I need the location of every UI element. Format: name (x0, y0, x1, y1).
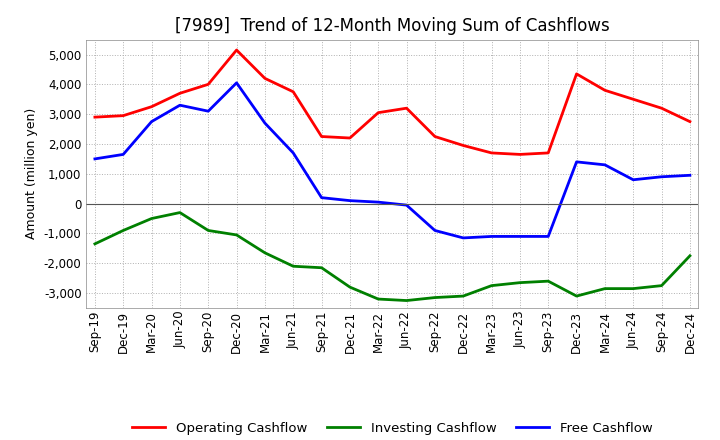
Investing Cashflow (233, 232, 241, 238)
Line: Investing Cashflow: Investing Cashflow (95, 213, 690, 301)
Operating Cashflow (516, 152, 524, 157)
Operating Cashflow (572, 71, 581, 77)
Operating Cashflow (629, 97, 637, 102)
Investing Cashflow (600, 286, 609, 291)
Operating Cashflow (346, 136, 354, 141)
Free Cashflow (148, 119, 156, 124)
Operating Cashflow (685, 119, 694, 124)
Investing Cashflow (459, 293, 467, 299)
Line: Free Cashflow: Free Cashflow (95, 83, 690, 238)
Free Cashflow (487, 234, 496, 239)
Free Cashflow (657, 174, 666, 180)
Investing Cashflow (148, 216, 156, 221)
Investing Cashflow (318, 265, 326, 270)
Operating Cashflow (119, 113, 127, 118)
Investing Cashflow (119, 228, 127, 233)
Investing Cashflow (629, 286, 637, 291)
Operating Cashflow (148, 104, 156, 109)
Operating Cashflow (600, 88, 609, 93)
Free Cashflow (685, 172, 694, 178)
Title: [7989]  Trend of 12-Month Moving Sum of Cashflows: [7989] Trend of 12-Month Moving Sum of C… (175, 17, 610, 35)
Investing Cashflow (685, 253, 694, 258)
Operating Cashflow (233, 48, 241, 53)
Investing Cashflow (544, 279, 552, 284)
Operating Cashflow (487, 150, 496, 156)
Free Cashflow (119, 152, 127, 157)
Free Cashflow (261, 121, 269, 126)
Operating Cashflow (431, 134, 439, 139)
Free Cashflow (318, 195, 326, 200)
Free Cashflow (600, 162, 609, 168)
Investing Cashflow (91, 241, 99, 246)
Free Cashflow (233, 80, 241, 85)
Investing Cashflow (516, 280, 524, 285)
Operating Cashflow (289, 89, 297, 95)
Operating Cashflow (91, 114, 99, 120)
Investing Cashflow (176, 210, 184, 215)
Y-axis label: Amount (million yen): Amount (million yen) (25, 108, 38, 239)
Operating Cashflow (318, 134, 326, 139)
Operating Cashflow (402, 106, 411, 111)
Investing Cashflow (487, 283, 496, 288)
Free Cashflow (289, 150, 297, 156)
Free Cashflow (91, 156, 99, 161)
Free Cashflow (572, 159, 581, 165)
Operating Cashflow (459, 143, 467, 148)
Free Cashflow (346, 198, 354, 203)
Investing Cashflow (657, 283, 666, 288)
Investing Cashflow (431, 295, 439, 300)
Free Cashflow (176, 103, 184, 108)
Free Cashflow (402, 202, 411, 208)
Free Cashflow (431, 228, 439, 233)
Investing Cashflow (261, 250, 269, 256)
Free Cashflow (629, 177, 637, 183)
Free Cashflow (544, 234, 552, 239)
Operating Cashflow (544, 150, 552, 156)
Legend: Operating Cashflow, Investing Cashflow, Free Cashflow: Operating Cashflow, Investing Cashflow, … (127, 417, 657, 440)
Investing Cashflow (289, 264, 297, 269)
Operating Cashflow (374, 110, 382, 115)
Operating Cashflow (176, 91, 184, 96)
Investing Cashflow (374, 297, 382, 302)
Free Cashflow (459, 235, 467, 241)
Investing Cashflow (572, 293, 581, 299)
Line: Operating Cashflow: Operating Cashflow (95, 50, 690, 154)
Operating Cashflow (204, 82, 212, 87)
Operating Cashflow (657, 106, 666, 111)
Free Cashflow (516, 234, 524, 239)
Investing Cashflow (402, 298, 411, 303)
Operating Cashflow (261, 76, 269, 81)
Investing Cashflow (346, 285, 354, 290)
Free Cashflow (204, 109, 212, 114)
Free Cashflow (374, 199, 382, 205)
Investing Cashflow (204, 228, 212, 233)
